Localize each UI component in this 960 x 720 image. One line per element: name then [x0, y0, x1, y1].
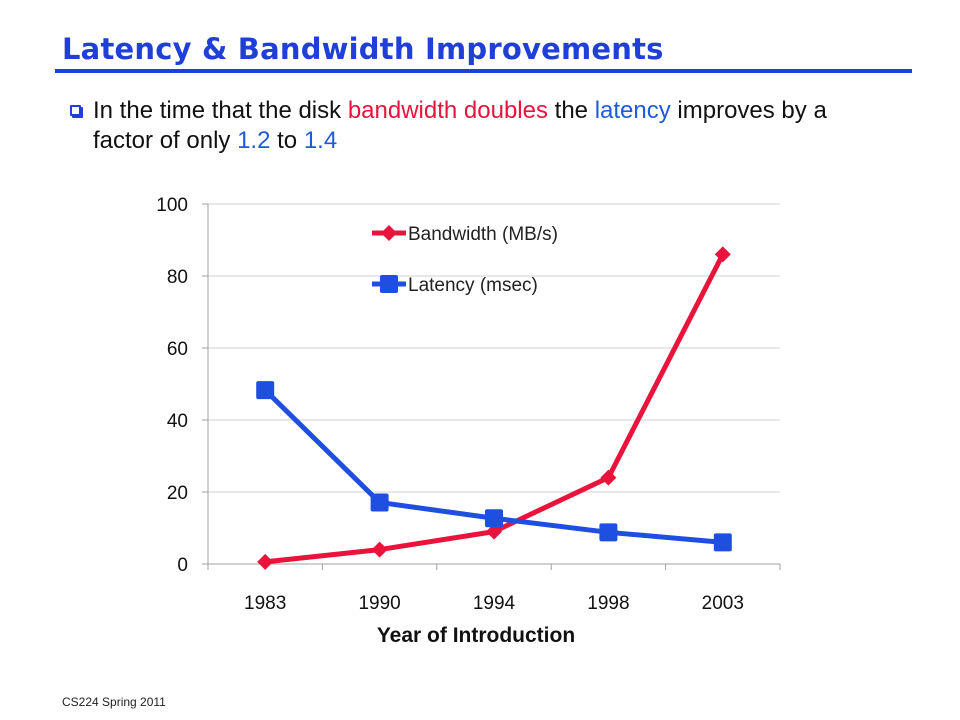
latency-data-point — [370, 493, 389, 512]
bullet-text-part: In the time that the disk — [93, 97, 348, 124]
x-tick-label: 1994 — [473, 593, 516, 614]
bandwidth-data-point — [600, 469, 617, 486]
highlight-latency: latency — [594, 97, 671, 124]
highlight-high-factor: 1.4 — [303, 127, 338, 154]
x-tick-label: 1998 — [587, 593, 629, 614]
highlight-bandwidth: bandwidth — [347, 97, 458, 124]
x-axis-title: Year of Introduction — [377, 624, 575, 647]
bullet-text-part: to — [270, 127, 304, 154]
y-tick-label: 0 — [177, 555, 188, 576]
bandwidth-legend-label: Bandwidth (MB/s) — [408, 224, 558, 245]
slide-title: Latency & Bandwidth Improvements — [62, 32, 664, 66]
y-tick-label: 100 — [156, 195, 188, 216]
y-tick-label: 60 — [167, 339, 188, 360]
latency-data-point — [256, 381, 275, 400]
footer-course-label: CS224 Spring 2011 — [62, 695, 166, 709]
y-tick-label: 20 — [167, 483, 188, 504]
latency-data-point — [713, 533, 732, 552]
x-tick-label: 1990 — [358, 593, 400, 614]
y-tick-label: 40 — [167, 411, 188, 432]
latency-data-point — [599, 523, 618, 542]
y-tick-label: 80 — [167, 267, 188, 288]
bullet-point: In the time that the disk bandwidth doub… — [70, 96, 890, 156]
latency-legend-label: Latency (msec) — [408, 275, 538, 296]
highlight-doubles: doubles — [463, 97, 548, 124]
latency-legend-marker — [380, 275, 398, 293]
x-tick-label: 1983 — [244, 593, 286, 614]
bandwidth-data-point — [714, 246, 731, 263]
bandwidth-data-point — [486, 523, 502, 540]
bandwidth-legend-marker — [381, 225, 397, 241]
latency-data-point — [485, 509, 503, 528]
bullet-text-part: the — [547, 97, 595, 124]
square-bullet-icon — [70, 105, 81, 116]
bandwidth-data-point — [257, 553, 274, 570]
bullet-text-part: improves by a factor of only — [93, 97, 827, 154]
bullet-text: In the time that the disk bandwidth doub… — [93, 96, 890, 156]
title-underline — [55, 69, 912, 73]
highlight-low-factor: 1.2 — [237, 127, 271, 154]
bandwidth-data-point — [371, 541, 388, 558]
x-tick-label: 2003 — [702, 593, 744, 614]
